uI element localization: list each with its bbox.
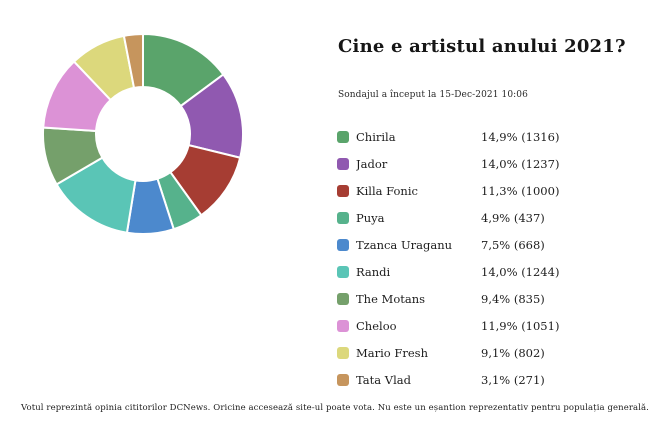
legend-percentage-votes: 7,5% (668): [481, 237, 545, 252]
legend-color-swatch: [337, 130, 349, 143]
legend-artist-name: The Motans: [356, 291, 426, 306]
legend-artist-name: Mario Fresh: [356, 345, 428, 360]
legend-row: Chirila 14,9% (1316): [337, 123, 637, 150]
disclaimer-text: Votul reprezintă opinia cititorilor DCNe…: [21, 403, 649, 413]
legend-row: Randi 14,0% (1244): [337, 258, 637, 285]
legend-row: Jador 14,0% (1237): [337, 150, 637, 177]
legend-artist-name: Jador: [356, 156, 388, 171]
legend-row: Tata Vlad 3,1% (271): [337, 366, 637, 393]
legend-percentage-votes: 9,4% (835): [481, 291, 545, 306]
legend-row: Cheloo 11,9% (1051): [337, 312, 637, 339]
legend-color-swatch: [337, 157, 349, 170]
legend-artist-name: Randi: [356, 264, 391, 279]
legend-color-swatch: [337, 292, 349, 305]
legend-percentage-votes: 14,0% (1244): [481, 264, 560, 279]
legend-percentage-votes: 4,9% (437): [481, 210, 545, 225]
legend-percentage-votes: 14,9% (1316): [481, 129, 560, 144]
legend-artist-name: Cheloo: [356, 318, 397, 333]
legend-color-swatch: [337, 319, 349, 332]
legend-color-swatch: [337, 184, 349, 197]
legend-color-swatch: [337, 211, 349, 224]
legend-color-swatch: [337, 238, 349, 251]
legend-color-swatch: [337, 373, 349, 386]
legend-percentage-votes: 14,0% (1237): [481, 156, 560, 171]
legend-percentage-votes: 3,1% (271): [481, 372, 545, 387]
donut-slice-tata-vlad[interactable]: [122, 32, 144, 90]
legend-artist-name: Killa Fonic: [356, 183, 418, 198]
legend-percentage-votes: 9,1% (802): [481, 345, 545, 360]
legend-row: Tzanca Uraganu 7,5% (668): [337, 231, 637, 258]
legend-row: Puya 4,9% (437): [337, 204, 637, 231]
legend-row: The Motans 9,4% (835): [337, 285, 637, 312]
legend-artist-name: Tzanca Uraganu: [356, 237, 453, 252]
legend-percentage-votes: 11,9% (1051): [481, 318, 560, 333]
poll-start-timestamp: Sondajul a început la 15-Dec-2021 10:06: [338, 90, 528, 100]
donut-chart: [42, 32, 245, 235]
legend-row: Killa Fonic 11,3% (1000): [337, 177, 637, 204]
legend-color-swatch: [337, 265, 349, 278]
poll-title: Cine e artistul anului 2021?: [338, 36, 626, 57]
legend-color-swatch: [337, 346, 349, 359]
legend-row: Mario Fresh 9,1% (802): [337, 339, 637, 366]
legend-artist-name: Chirila: [356, 129, 396, 144]
legend-artist-name: Puya: [356, 210, 385, 225]
legend: Chirila 14,9% (1316) Jador 14,0% (1237) …: [337, 123, 637, 393]
legend-artist-name: Tata Vlad: [356, 372, 411, 387]
legend-percentage-votes: 11,3% (1000): [481, 183, 560, 198]
